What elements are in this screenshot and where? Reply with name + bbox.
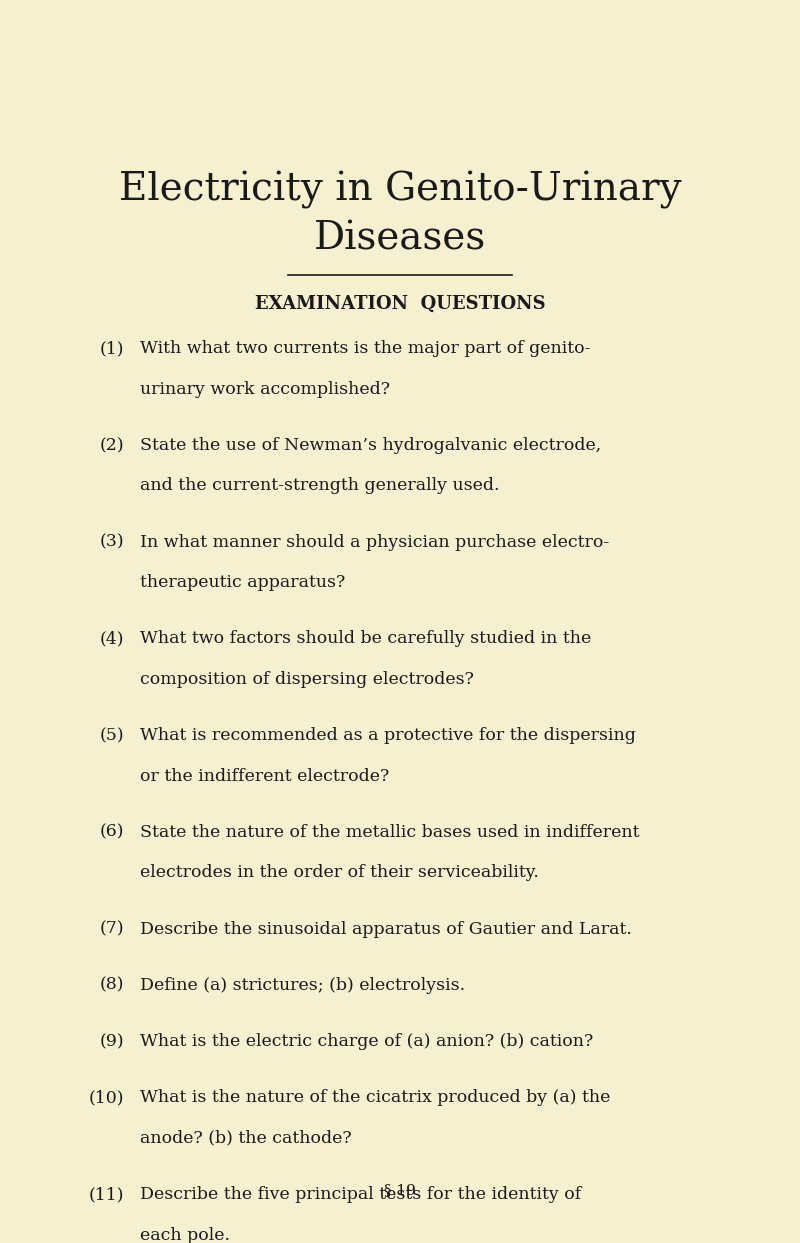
Text: (6): (6): [99, 824, 124, 840]
Text: Describe the five principal tests for the identity of: Describe the five principal tests for th…: [140, 1186, 582, 1203]
Text: (3): (3): [99, 533, 124, 551]
Text: anode? (b) the cathode?: anode? (b) the cathode?: [140, 1130, 352, 1147]
Text: EXAMINATION  QUESTIONS: EXAMINATION QUESTIONS: [254, 295, 546, 312]
Text: therapeutic apparatus?: therapeutic apparatus?: [140, 574, 346, 592]
Text: electrodes in the order of their serviceability.: electrodes in the order of their service…: [140, 864, 539, 881]
Text: (4): (4): [99, 630, 124, 648]
Text: (5): (5): [99, 727, 124, 745]
Text: each pole.: each pole.: [140, 1227, 230, 1243]
Text: With what two currents is the major part of genito-: With what two currents is the major part…: [140, 341, 590, 357]
Text: In what manner should a physician purchase electro-: In what manner should a physician purcha…: [140, 533, 610, 551]
Text: Describe the sinusoidal apparatus of Gautier and Larat.: Describe the sinusoidal apparatus of Gau…: [140, 921, 632, 937]
Text: (9): (9): [99, 1033, 124, 1050]
Text: composition of dispersing electrodes?: composition of dispersing electrodes?: [140, 671, 474, 687]
Text: Diseases: Diseases: [314, 220, 486, 257]
Text: What is recommended as a protective for the dispersing: What is recommended as a protective for …: [140, 727, 636, 745]
Text: State the use of Newman’s hydrogalvanic electrode,: State the use of Newman’s hydrogalvanic …: [140, 438, 602, 454]
Text: State the nature of the metallic bases used in indifferent: State the nature of the metallic bases u…: [140, 824, 639, 840]
Text: What two factors should be carefully studied in the: What two factors should be carefully stu…: [140, 630, 591, 648]
Text: or the indifferent electrode?: or the indifferent electrode?: [140, 767, 390, 784]
Text: (2): (2): [99, 438, 124, 454]
Text: What is the nature of the cicatrix produced by (a) the: What is the nature of the cicatrix produ…: [140, 1089, 610, 1106]
Text: urinary work accomplished?: urinary work accomplished?: [140, 380, 390, 398]
Text: (8): (8): [99, 977, 124, 994]
Text: (7): (7): [99, 921, 124, 937]
Text: (11): (11): [89, 1186, 124, 1203]
Text: (1): (1): [99, 341, 124, 357]
Text: Electricity in Genito-Urinary: Electricity in Genito-Urinary: [118, 170, 682, 209]
Text: What is the electric charge of (a) anion? (b) cation?: What is the electric charge of (a) anion…: [140, 1033, 594, 1050]
Text: § 19: § 19: [384, 1183, 416, 1197]
Text: Define (a) strictures; (b) electrolysis.: Define (a) strictures; (b) electrolysis.: [140, 977, 465, 994]
Text: (10): (10): [89, 1089, 124, 1106]
Text: and the current-strength generally used.: and the current-strength generally used.: [140, 477, 499, 495]
